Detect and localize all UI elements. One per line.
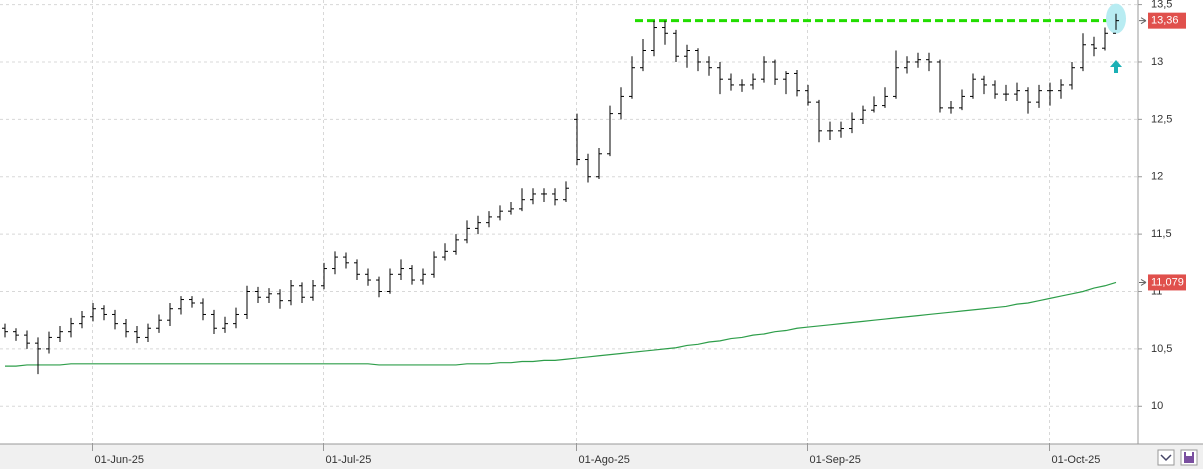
price-label-box (1148, 12, 1186, 29)
x-tick-label: 01-Jun-25 (95, 454, 145, 466)
x-axis-strip (0, 444, 1203, 469)
y-tick-label: 12 (1151, 171, 1163, 183)
x-tick-label: 01-Jul-25 (326, 454, 372, 466)
y-tick-label: 10,5 (1151, 343, 1172, 355)
price-label: 11,079 (1151, 276, 1184, 288)
x-tick-label: 01-Sep-25 (810, 454, 861, 466)
y-tick-label: 11,5 (1151, 228, 1172, 240)
y-tick-label: 13 (1151, 56, 1163, 68)
y-tick-label: 10 (1151, 400, 1163, 412)
x-tick-label: 01-Oct-25 (1052, 454, 1101, 466)
signal-arrow (1110, 60, 1122, 73)
y-tick-label: 12,5 (1151, 113, 1172, 125)
dropdown-icon (1160, 454, 1172, 462)
x-tick-label: 01-Ago-25 (579, 454, 630, 466)
price-pointer (1139, 17, 1147, 25)
y-tick-label: 13,5 (1151, 0, 1172, 10)
price-label-box (1148, 274, 1186, 291)
dropdown-button[interactable] (1157, 449, 1175, 466)
y-tick-label: 11 (1151, 285, 1162, 297)
save-icon (1184, 452, 1194, 463)
price-pointer (1139, 279, 1147, 286)
toolbar (1157, 449, 1198, 466)
moving-average-line (5, 281, 1117, 367)
save-icon-label (1186, 452, 1192, 456)
price-label: 13,36 (1151, 15, 1179, 27)
